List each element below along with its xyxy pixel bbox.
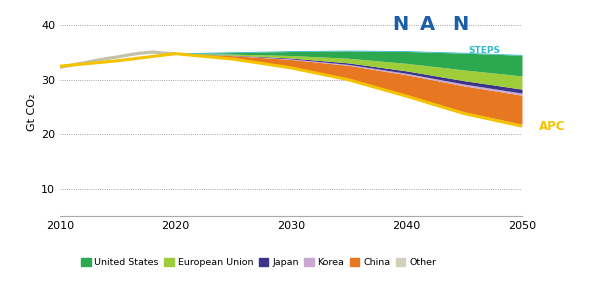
Text: N: N xyxy=(453,15,469,34)
Text: APC: APC xyxy=(539,120,566,133)
Text: STEPS: STEPS xyxy=(469,46,501,55)
Text: A: A xyxy=(421,15,436,34)
Y-axis label: Gt CO₂: Gt CO₂ xyxy=(27,94,37,131)
Legend: United States, European Union, Japan, Korea, China, Other: United States, European Union, Japan, Ko… xyxy=(81,258,436,267)
Text: N: N xyxy=(392,15,409,34)
